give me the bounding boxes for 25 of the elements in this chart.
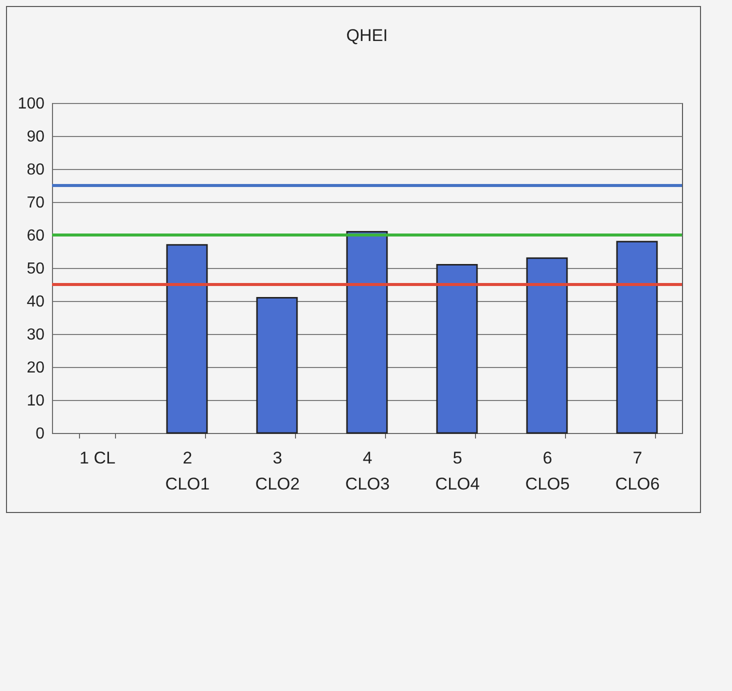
y-tick-label: 10 bbox=[26, 392, 45, 410]
x-tick-label: 7 CLO6 bbox=[615, 448, 660, 494]
bar bbox=[256, 296, 298, 434]
y-tick-label: 60 bbox=[26, 228, 45, 244]
bar bbox=[526, 257, 568, 434]
chart-title: QHEI bbox=[346, 26, 388, 45]
y-tick-label: 0 bbox=[36, 426, 45, 442]
y-tick-label: 30 bbox=[26, 326, 45, 344]
y-tick-label: 70 bbox=[26, 194, 45, 212]
y-tick-label: 20 bbox=[26, 360, 45, 376]
x-tick-label: 3 CLO2 bbox=[255, 448, 300, 494]
y-tick-label: 100 bbox=[18, 96, 45, 112]
bar bbox=[436, 264, 478, 434]
y-tick-label: 50 bbox=[26, 260, 45, 278]
bar bbox=[616, 240, 658, 434]
y-tick-label: 40 bbox=[26, 294, 45, 310]
bar bbox=[346, 230, 388, 434]
x-tick-label: 1 CL bbox=[80, 448, 116, 468]
y-tick-label: 90 bbox=[26, 128, 45, 146]
x-tick-label: 4 CLO3 bbox=[345, 448, 390, 494]
x-tick-label: 5 CLO4 bbox=[435, 448, 480, 494]
x-tick-label: 6 CLO5 bbox=[525, 448, 570, 494]
x-tick-label: 2 CLO1 bbox=[165, 448, 210, 494]
bar bbox=[166, 244, 208, 434]
y-tick-label: 80 bbox=[26, 162, 45, 178]
